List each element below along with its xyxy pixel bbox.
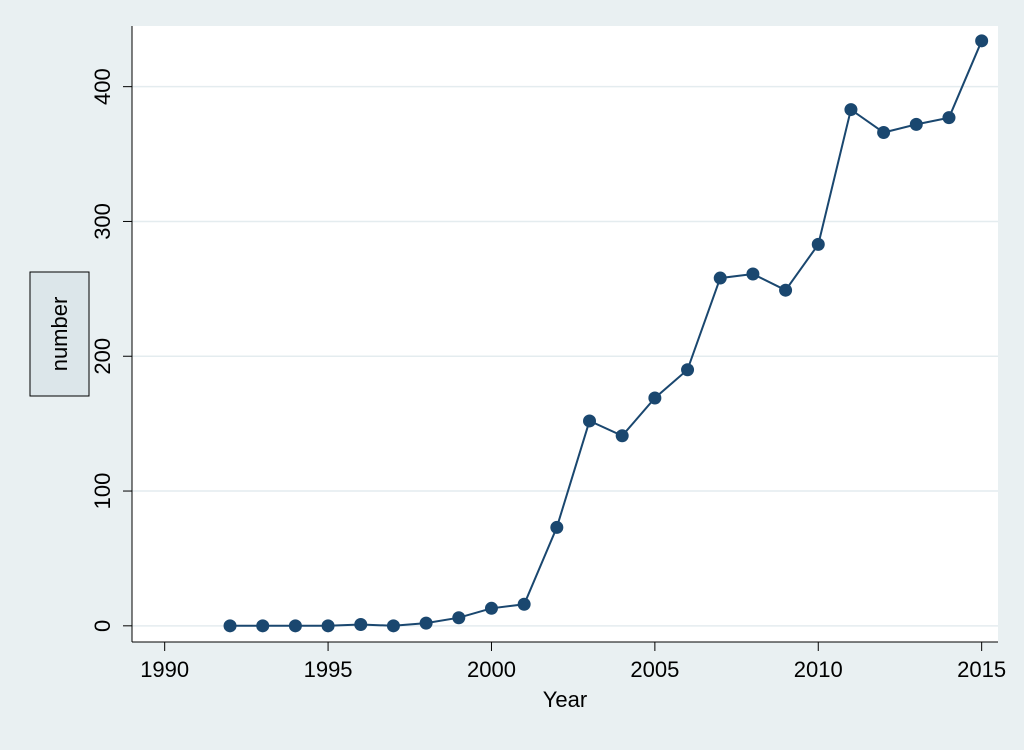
data-point [648,391,662,405]
data-point [223,619,237,633]
data-point [354,617,368,631]
ylabel: number [47,297,72,372]
xlabel: Year [543,687,587,712]
data-point [517,597,531,611]
ylabel-box [29,271,90,397]
data-point [942,111,956,125]
plot-area [132,26,998,642]
y-tick-label: 300 [90,203,115,240]
data-point [975,34,989,48]
data-point [484,601,498,615]
data-point [321,619,335,633]
data-point [811,237,825,251]
series-markers [223,34,989,633]
data-point [681,363,695,377]
y-axis: 0 100 200 300 400 [90,26,133,642]
data-point [909,117,923,131]
data-point [615,429,629,443]
data-point [452,611,466,625]
data-point [844,103,858,117]
data-point [419,616,433,630]
y-tick-label: 0 [90,620,115,632]
data-point [779,283,793,297]
data-point [713,271,727,285]
data-point [256,619,270,633]
x-tick-label: 2000 [467,657,516,682]
gridlines [132,85,998,627]
data-point [746,267,760,281]
x-axis: 1990 1995 2000 2005 2010 2015 [132,641,1006,682]
y-tick-label: 200 [90,338,115,375]
data-point [583,414,597,428]
data-point [288,619,302,633]
data-point [877,125,891,139]
x-tick-label: 1990 [140,657,189,682]
x-tick-label: 2015 [957,657,1006,682]
y-tick-label: 400 [90,68,115,105]
x-tick-label: 2005 [630,657,679,682]
data-point [386,619,400,633]
y-tick-label: 100 [90,473,115,510]
data-point [550,520,564,534]
x-tick-label: 1995 [304,657,353,682]
x-tick-label: 2010 [794,657,843,682]
